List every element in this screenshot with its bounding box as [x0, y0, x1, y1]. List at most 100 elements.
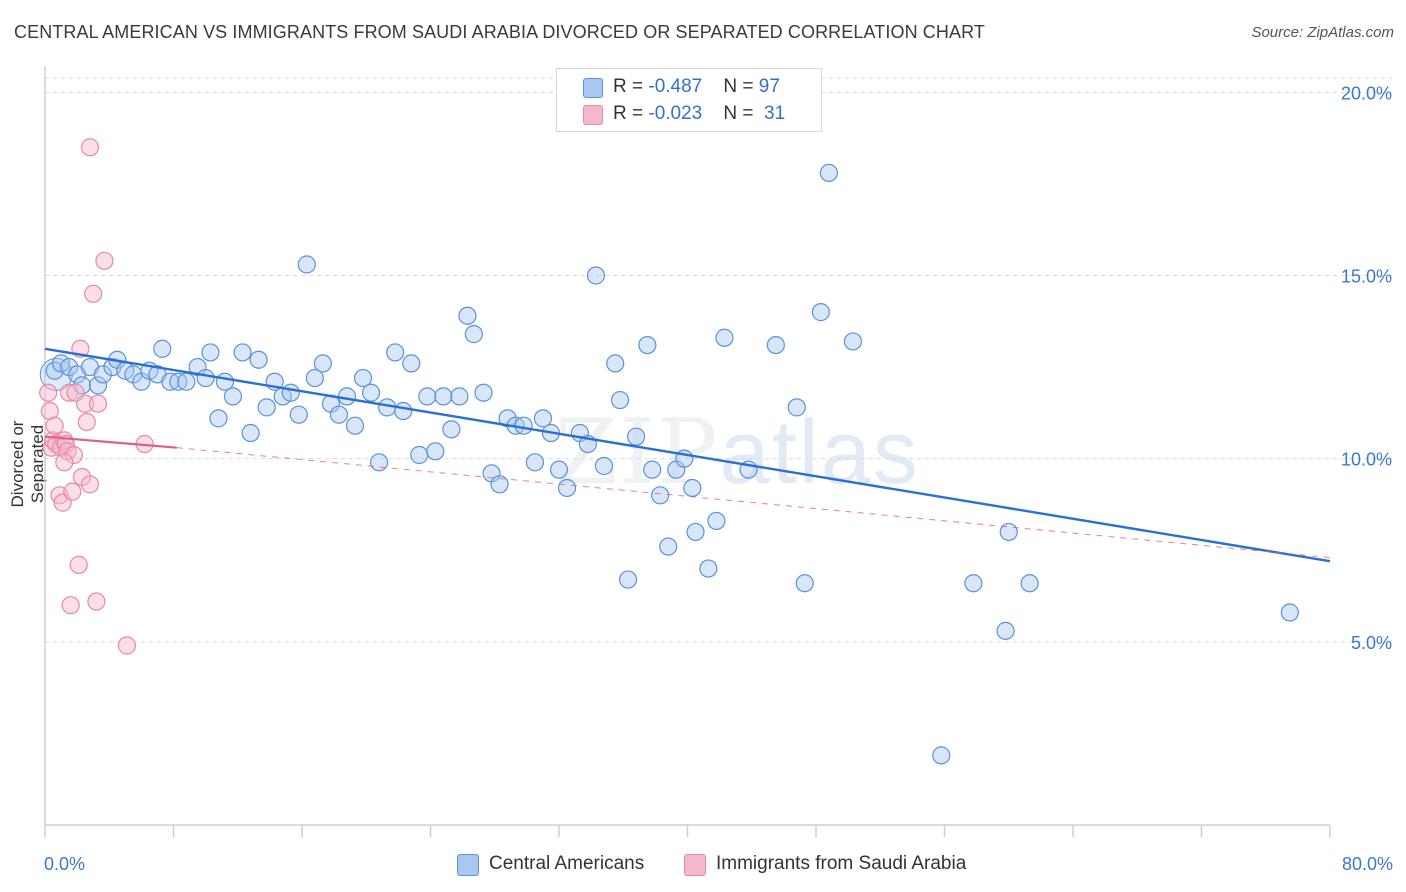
data-point-central-americans: [209, 409, 228, 428]
data-point-saudi-arabia: [117, 636, 137, 655]
x-tick-label-max: 80.0%: [1342, 854, 1393, 874]
data-point-central-americans: [361, 383, 381, 402]
watermark: ZIPatlas: [555, 400, 920, 505]
data-point-central-americans: [177, 372, 196, 391]
data-point-saudi-arabia: [61, 596, 80, 615]
data-point-central-americans: [715, 328, 734, 347]
y-tick-label: 5.0%: [1351, 633, 1392, 653]
data-point-saudi-arabia: [45, 416, 64, 435]
data-point-central-americans: [353, 368, 373, 388]
data-point-saudi-arabia: [64, 445, 84, 465]
data-point-central-americans: [795, 574, 814, 593]
data-point-saudi-arabia: [84, 284, 103, 303]
data-point-central-americans: [626, 427, 646, 446]
data-point-central-americans: [88, 376, 108, 395]
data-point-central-americans: [819, 163, 838, 183]
legend-swatch-blue: [583, 78, 603, 98]
data-point-saudi-arabia: [55, 453, 74, 472]
data-point-central-americans: [707, 511, 726, 531]
data-point-central-americans: [394, 401, 413, 421]
data-point-central-americans: [289, 405, 308, 424]
data-point-central-americans: [434, 387, 453, 406]
data-point-central-americans: [606, 354, 625, 373]
data-point-saudi-arabia: [88, 394, 108, 413]
data-point-central-americans: [964, 574, 983, 593]
data-point-saudi-arabia: [69, 555, 88, 574]
data-point-central-americans: [93, 365, 112, 384]
data-point-central-americans: [410, 445, 429, 465]
data-point-central-americans: [281, 383, 300, 402]
data-point-central-americans: [233, 343, 252, 362]
bottom-legend-label: Central Americans: [489, 853, 645, 874]
data-point-saudi-arabia: [40, 401, 59, 421]
data-point-central-americans: [843, 332, 863, 351]
data-point-central-americans: [811, 303, 830, 322]
data-point-central-americans: [651, 486, 670, 505]
data-point-central-americans: [659, 537, 678, 556]
legend-swatch-pink: [583, 105, 603, 125]
bottom-legend-swatch-pink: [684, 854, 706, 876]
data-point-central-americans: [932, 746, 951, 765]
data-point-central-americans: [386, 343, 405, 362]
data-point-saudi-arabia: [77, 412, 96, 432]
data-point-central-americans: [329, 405, 349, 424]
legend-r-value: -0.487: [648, 76, 703, 97]
data-point-central-americans: [514, 416, 533, 435]
legend-r-label: R =: [613, 103, 649, 124]
data-point-central-americans: [418, 387, 437, 406]
data-point-saudi-arabia: [80, 138, 100, 157]
data-point-saudi-arabia: [95, 251, 114, 270]
data-point-saudi-arabia: [39, 383, 58, 402]
data-point-central-americans: [533, 409, 553, 428]
data-point-central-americans: [766, 335, 785, 355]
legend-n-label: N =: [723, 103, 759, 124]
legend-n-label: N =: [723, 76, 759, 97]
data-point-saudi-arabia: [80, 475, 100, 494]
data-point-central-americans: [450, 387, 469, 406]
data-point-central-americans: [458, 306, 477, 325]
data-point-saudi-arabia: [76, 394, 95, 413]
legend-text: R = -0.023 N = 31: [613, 103, 785, 125]
data-point-central-americans: [297, 255, 316, 274]
data-point-central-americans: [153, 339, 172, 358]
data-point-central-americans: [345, 416, 365, 435]
data-point-central-americans: [45, 361, 64, 380]
data-point-central-americans: [370, 453, 389, 472]
data-point-central-americans: [586, 266, 606, 285]
y-tick-label: 10.0%: [1341, 450, 1392, 470]
data-point-central-americans: [241, 423, 260, 443]
data-point-central-americans: [996, 621, 1015, 640]
data-point-saudi-arabia: [87, 592, 106, 611]
data-point-central-americans: [249, 350, 268, 369]
data-point-saudi-arabia: [63, 482, 82, 501]
y-tick-label: 20.0%: [1341, 83, 1392, 103]
data-point-central-americans: [618, 570, 638, 589]
data-point-central-americans: [686, 522, 705, 542]
chart-title: CENTRAL AMERICAN VS IMMIGRANTS FROM SAUD…: [14, 22, 985, 42]
data-point-central-americans: [426, 442, 445, 461]
trend-line-saudi-arabia-dashed: [176, 447, 1331, 559]
data-point-central-americans: [683, 478, 702, 498]
legend-r-label: R =: [613, 76, 649, 97]
y-tick-label: 15.0%: [1341, 266, 1392, 286]
correlation-legend: R = -0.487 N = 97 R = -0.023 N = 31: [556, 68, 822, 132]
source-label: Source: ZipAtlas.com: [1251, 24, 1394, 41]
legend-n-value: 97: [758, 76, 780, 97]
bottom-legend-swatch-blue: [457, 854, 479, 876]
data-point-central-americans: [594, 456, 614, 476]
watermark-atlas: atlas: [719, 403, 920, 503]
bottom-legend-label: Immigrants from Saudi Arabia: [716, 853, 967, 874]
data-point-central-americans: [442, 420, 461, 439]
data-point-central-americans: [223, 387, 243, 406]
data-point-central-americans: [699, 559, 718, 578]
data-point-central-americans: [464, 325, 483, 344]
data-point-central-americans: [557, 478, 577, 498]
data-point-central-americans: [610, 390, 630, 410]
trend-line-saudi-arabia-solid: [44, 435, 177, 449]
data-point-central-americans: [549, 460, 569, 479]
data-point-central-americans: [305, 368, 324, 388]
data-point-central-americans: [638, 335, 657, 355]
data-point-saudi-arabia: [59, 383, 79, 402]
data-point-central-americans: [337, 387, 357, 406]
